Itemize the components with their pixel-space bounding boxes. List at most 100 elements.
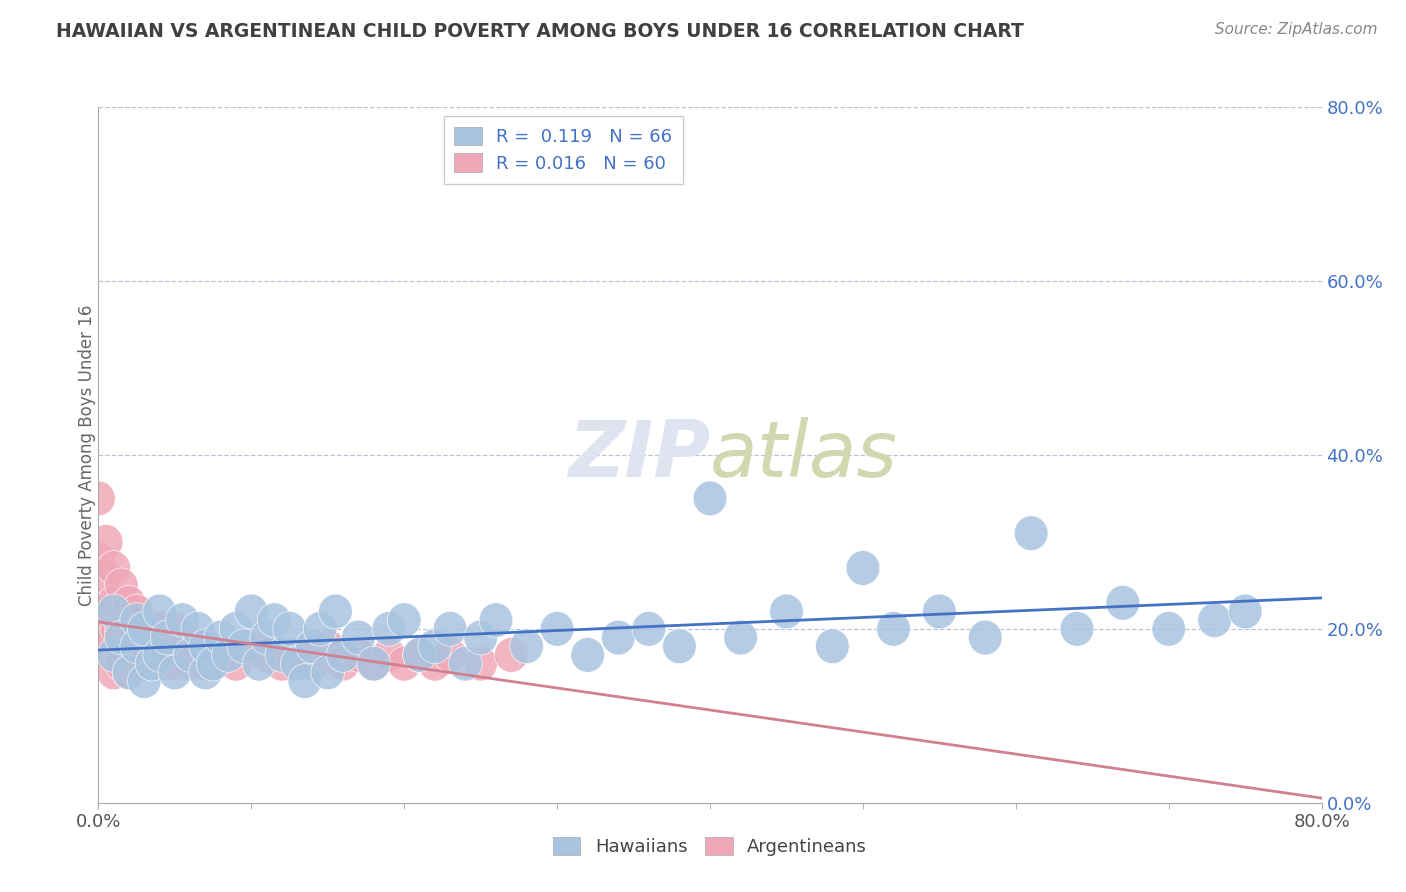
Ellipse shape bbox=[357, 646, 391, 681]
Text: ZIP: ZIP bbox=[568, 417, 710, 493]
Ellipse shape bbox=[173, 646, 207, 681]
Ellipse shape bbox=[219, 646, 253, 681]
Ellipse shape bbox=[82, 541, 115, 576]
Ellipse shape bbox=[1229, 594, 1263, 629]
Ellipse shape bbox=[1060, 612, 1094, 646]
Ellipse shape bbox=[633, 612, 665, 646]
Ellipse shape bbox=[157, 612, 191, 646]
Ellipse shape bbox=[128, 612, 162, 646]
Ellipse shape bbox=[150, 620, 184, 655]
Ellipse shape bbox=[97, 655, 131, 690]
Ellipse shape bbox=[288, 664, 322, 698]
Ellipse shape bbox=[97, 585, 131, 620]
Ellipse shape bbox=[388, 603, 420, 638]
Ellipse shape bbox=[97, 638, 131, 673]
Ellipse shape bbox=[433, 612, 467, 646]
Ellipse shape bbox=[602, 620, 636, 655]
Ellipse shape bbox=[464, 620, 498, 655]
Ellipse shape bbox=[1152, 612, 1185, 646]
Ellipse shape bbox=[418, 629, 451, 664]
Ellipse shape bbox=[181, 612, 215, 646]
Ellipse shape bbox=[479, 603, 513, 638]
Ellipse shape bbox=[571, 638, 605, 673]
Ellipse shape bbox=[146, 629, 180, 664]
Ellipse shape bbox=[402, 638, 436, 673]
Ellipse shape bbox=[120, 638, 153, 673]
Ellipse shape bbox=[280, 638, 314, 673]
Ellipse shape bbox=[135, 646, 169, 681]
Ellipse shape bbox=[922, 594, 956, 629]
Ellipse shape bbox=[94, 612, 128, 646]
Ellipse shape bbox=[250, 620, 284, 655]
Ellipse shape bbox=[143, 594, 176, 629]
Ellipse shape bbox=[100, 612, 134, 646]
Ellipse shape bbox=[139, 629, 173, 664]
Ellipse shape bbox=[326, 638, 360, 673]
Ellipse shape bbox=[226, 629, 260, 664]
Ellipse shape bbox=[273, 612, 307, 646]
Ellipse shape bbox=[433, 638, 467, 673]
Ellipse shape bbox=[120, 603, 153, 638]
Ellipse shape bbox=[295, 646, 329, 681]
Ellipse shape bbox=[311, 655, 344, 690]
Y-axis label: Child Poverty Among Boys Under 16: Child Poverty Among Boys Under 16 bbox=[79, 304, 96, 606]
Ellipse shape bbox=[89, 629, 122, 664]
Ellipse shape bbox=[250, 638, 284, 673]
Ellipse shape bbox=[97, 550, 131, 585]
Ellipse shape bbox=[135, 612, 169, 646]
Ellipse shape bbox=[769, 594, 803, 629]
Ellipse shape bbox=[815, 629, 849, 664]
Text: atlas: atlas bbox=[710, 417, 898, 493]
Ellipse shape bbox=[188, 646, 222, 681]
Ellipse shape bbox=[693, 481, 727, 516]
Ellipse shape bbox=[128, 664, 162, 698]
Ellipse shape bbox=[373, 638, 406, 673]
Ellipse shape bbox=[112, 655, 146, 690]
Ellipse shape bbox=[219, 612, 253, 646]
Ellipse shape bbox=[540, 612, 574, 646]
Ellipse shape bbox=[166, 629, 200, 664]
Ellipse shape bbox=[449, 646, 482, 681]
Ellipse shape bbox=[143, 638, 176, 673]
Ellipse shape bbox=[373, 612, 406, 646]
Ellipse shape bbox=[104, 568, 138, 603]
Ellipse shape bbox=[112, 655, 146, 690]
Ellipse shape bbox=[97, 620, 131, 655]
Ellipse shape bbox=[173, 638, 207, 673]
Ellipse shape bbox=[112, 620, 146, 655]
Ellipse shape bbox=[326, 646, 360, 681]
Ellipse shape bbox=[110, 594, 143, 629]
Text: Source: ZipAtlas.com: Source: ZipAtlas.com bbox=[1215, 22, 1378, 37]
Ellipse shape bbox=[311, 629, 344, 664]
Ellipse shape bbox=[257, 603, 291, 638]
Ellipse shape bbox=[150, 638, 184, 673]
Ellipse shape bbox=[266, 638, 298, 673]
Ellipse shape bbox=[724, 620, 758, 655]
Ellipse shape bbox=[418, 646, 451, 681]
Ellipse shape bbox=[319, 594, 353, 629]
Ellipse shape bbox=[197, 646, 231, 681]
Ellipse shape bbox=[120, 629, 153, 664]
Ellipse shape bbox=[510, 629, 543, 664]
Ellipse shape bbox=[846, 550, 880, 585]
Ellipse shape bbox=[135, 646, 169, 681]
Ellipse shape bbox=[128, 612, 162, 646]
Ellipse shape bbox=[89, 594, 122, 629]
Ellipse shape bbox=[235, 629, 269, 664]
Text: HAWAIIAN VS ARGENTINEAN CHILD POVERTY AMONG BOYS UNDER 16 CORRELATION CHART: HAWAIIAN VS ARGENTINEAN CHILD POVERTY AM… bbox=[56, 22, 1024, 41]
Ellipse shape bbox=[124, 620, 157, 655]
Ellipse shape bbox=[242, 646, 276, 681]
Ellipse shape bbox=[342, 638, 375, 673]
Ellipse shape bbox=[157, 655, 191, 690]
Ellipse shape bbox=[464, 646, 498, 681]
Ellipse shape bbox=[357, 646, 391, 681]
Ellipse shape bbox=[295, 629, 329, 664]
Ellipse shape bbox=[402, 638, 436, 673]
Ellipse shape bbox=[342, 620, 375, 655]
Ellipse shape bbox=[877, 612, 910, 646]
Ellipse shape bbox=[495, 638, 529, 673]
Ellipse shape bbox=[104, 646, 138, 681]
Legend: Hawaiians, Argentineans: Hawaiians, Argentineans bbox=[546, 830, 875, 863]
Ellipse shape bbox=[266, 646, 298, 681]
Ellipse shape bbox=[204, 620, 238, 655]
